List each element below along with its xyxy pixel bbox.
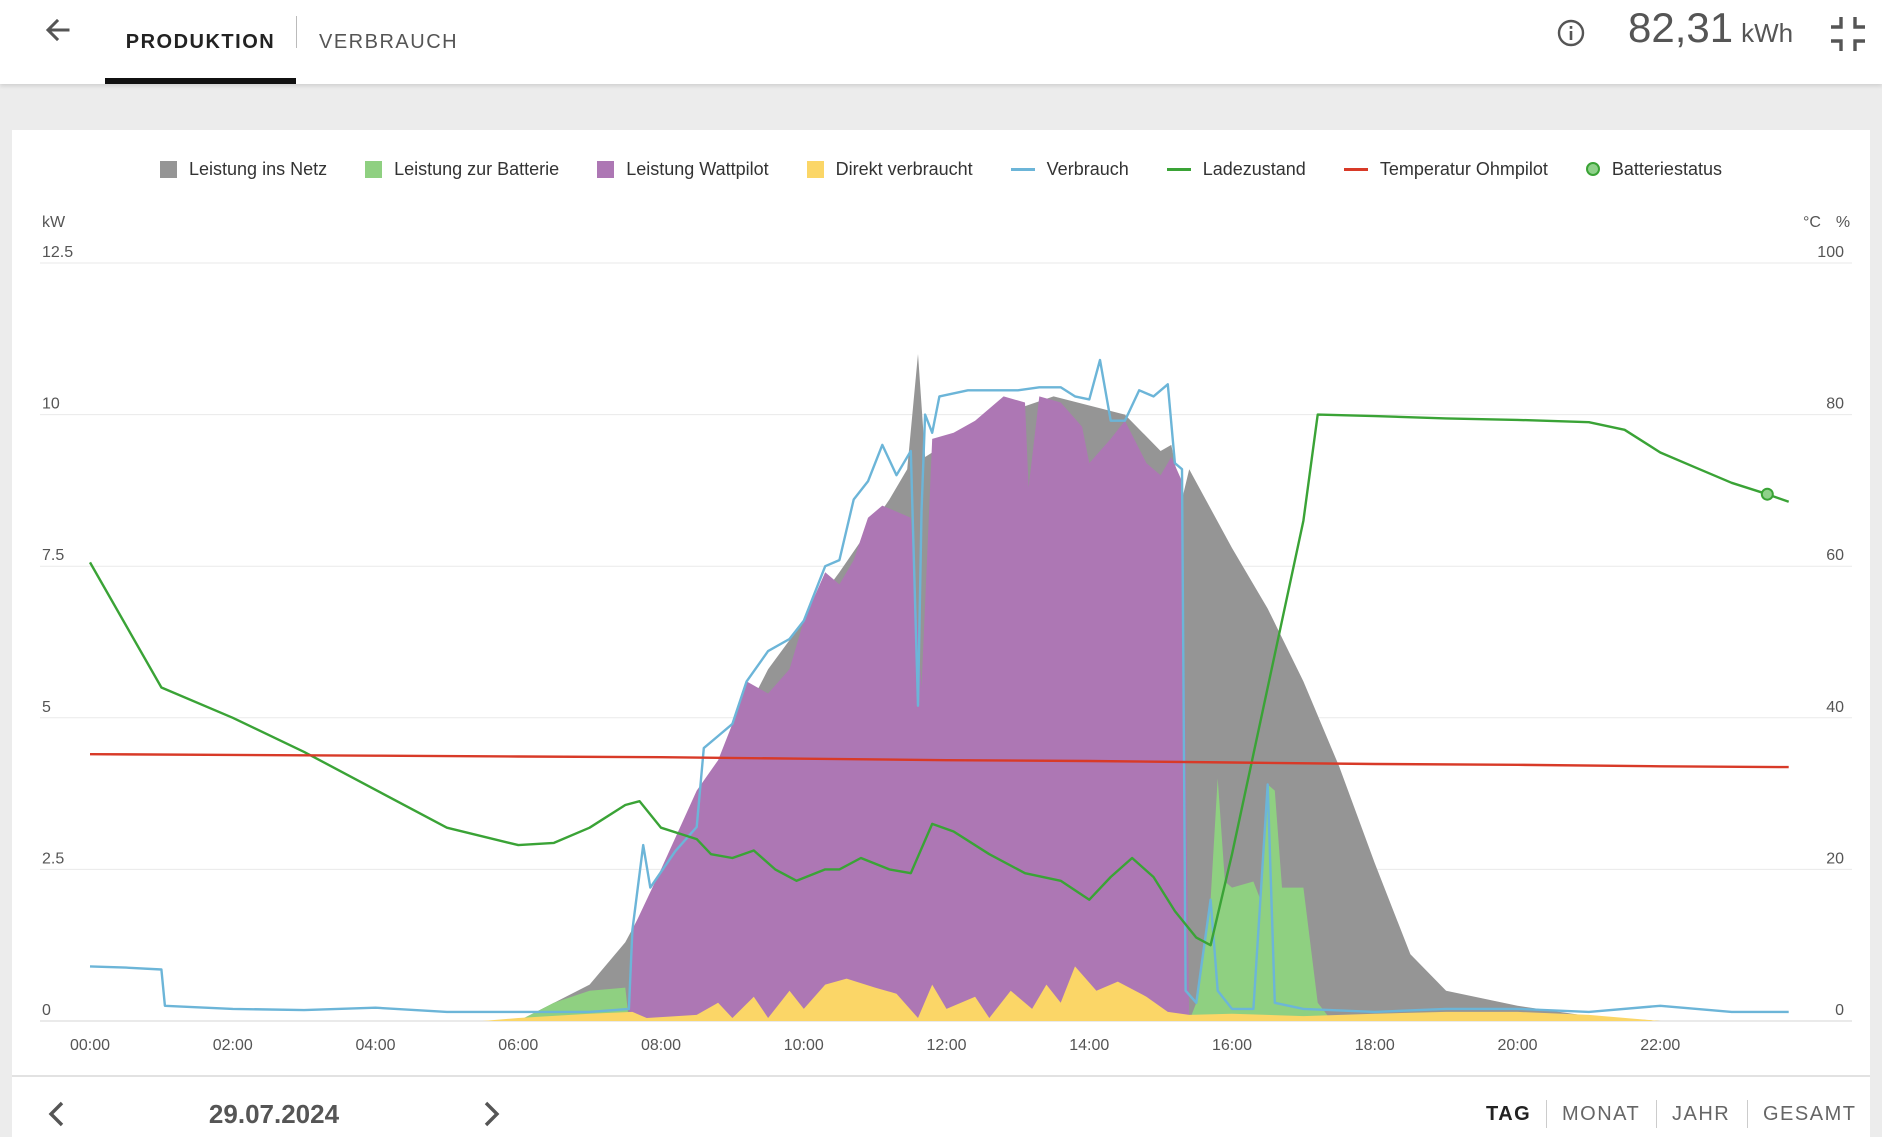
legend-swatch [160,160,178,178]
legend-item[interactable]: Ladezustand [1166,158,1306,180]
current-date[interactable]: 29.07.2024 [208,1099,340,1129]
legend-label: Verbrauch [1046,158,1129,179]
right-axis-unit: °C [1803,214,1821,231]
total-energy: 82,31 kWh [1628,4,1793,64]
legend-swatch [365,160,383,178]
x-tick-label: 08:00 [641,1037,681,1054]
period-tag[interactable]: TAG [1486,1103,1532,1125]
footer-divider [12,1075,1870,1077]
legend-item[interactable]: Leistung zur Batterie [365,159,559,180]
period-divider [1747,1100,1748,1128]
x-tick-label: 00:00 [70,1037,110,1054]
line-series [89,753,1789,769]
active-tab-indicator [105,78,296,84]
legend-swatch [1010,167,1035,171]
chart-legend: Leistung ins Netz Leistung zur Batterie Le… [12,130,1870,208]
legend-item[interactable]: Temperatur Ohmpilot [1343,158,1548,180]
y-tick-label-right: 60 [1826,547,1844,564]
y-tick-label-right: 40 [1826,699,1844,716]
y-tick-label-left: 12.5 [42,244,73,261]
y-tick-label-right: 100 [1817,244,1844,261]
legend-item[interactable]: Leistung Wattpilot [597,158,769,180]
y-tick-label-right: 20 [1826,850,1844,867]
collapse-icon [1831,17,1865,51]
top-bar: PRODUKTION VERBRAUCH 82,31 kWh [0,0,1882,84]
x-tick-label: 16:00 [1212,1037,1252,1054]
legend-label: Leistung zur Batterie [394,158,560,179]
x-tick-label: 04:00 [355,1037,395,1054]
legend-label: Direkt verbraucht [835,158,973,179]
period-jahr[interactable]: JAHR [1672,1103,1731,1125]
y-tick-label-left: 2.5 [42,850,64,867]
tab-verbrauch-label: VERBRAUCH [319,30,459,53]
arrow-left-icon [45,18,70,42]
legend-label: Temperatur Ohmpilot [1379,158,1548,179]
period-gesamt[interactable]: GESAMT [1763,1103,1857,1125]
left-axis-unit: kW [42,214,66,231]
legend-swatch [1166,167,1191,171]
legend-swatch [806,160,824,178]
x-tick-label: 02:00 [213,1037,253,1054]
legend-swatch [1585,162,1600,176]
x-tick-label: 06:00 [498,1037,538,1054]
x-tick-label: 22:00 [1640,1037,1680,1054]
tab-produktion-label: PRODUKTION [125,30,276,53]
total-energy-value: 82,31 [1628,4,1734,51]
y-tick-label-right: 80 [1826,396,1844,413]
x-tick-label: 20:00 [1497,1037,1537,1054]
collapse-button[interactable] [1828,14,1868,54]
tab-divider [296,16,297,48]
back-button[interactable] [40,12,76,48]
right-axis-unit: % [1836,214,1850,231]
tab-produktion[interactable]: PRODUKTION [105,0,296,84]
chevron-right-icon [484,1101,500,1127]
y-tick-label-left: 7.5 [42,547,64,564]
legend-item[interactable]: Leistung ins Netz [160,159,327,180]
info-button[interactable] [1556,18,1586,48]
previous-date-button[interactable] [40,1096,76,1132]
y-tick-label-right: 0 [1835,1002,1844,1019]
x-tick-label: 12:00 [926,1037,966,1054]
total-energy-unit: kWh [1741,18,1794,48]
area-series [90,966,1803,1021]
legend-label: Ladezustand [1202,158,1306,179]
chevron-left-icon [48,1101,64,1127]
legend-swatch [1343,167,1368,171]
legend-item[interactable]: Batteriestatus [1585,158,1722,180]
legend-label: Batteriestatus [1611,158,1722,179]
period-divider [1656,1100,1657,1128]
legend-label: Leistung Wattpilot [626,158,769,179]
info-icon [1557,19,1585,47]
area-series [90,396,1803,1021]
line-series [88,413,1790,947]
period-divider [1546,1100,1547,1128]
period-monat[interactable]: MONAT [1562,1103,1641,1125]
legend-label: Leistung ins Netz [189,158,328,179]
next-date-button[interactable] [472,1096,508,1132]
legend-item[interactable]: Direkt verbraucht [806,158,973,180]
legend-swatch [597,160,615,178]
line-series [89,358,1789,1014]
production-chart: 0 2.5 5 7.5 10 12.5 0 20 40 60 80 100 kW °C % 00:00 02:0… [40,214,1852,1054]
y-tick-label-left: 10 [42,396,60,413]
x-tick-label: 14:00 [1069,1037,1109,1054]
x-tick-label: 18:00 [1355,1037,1395,1054]
x-tick-label: 10:00 [784,1037,824,1054]
y-tick-label-left: 0 [42,1002,51,1019]
tab-verbrauch[interactable]: VERBRAUCH [319,0,458,84]
y-tick-label-left: 5 [42,699,51,716]
legend-item[interactable]: Verbrauch [1010,158,1129,180]
battery-status-marker [1760,487,1774,501]
chart-card: Leistung ins Netz Leistung zur Batterie Le… [12,130,1870,1137]
